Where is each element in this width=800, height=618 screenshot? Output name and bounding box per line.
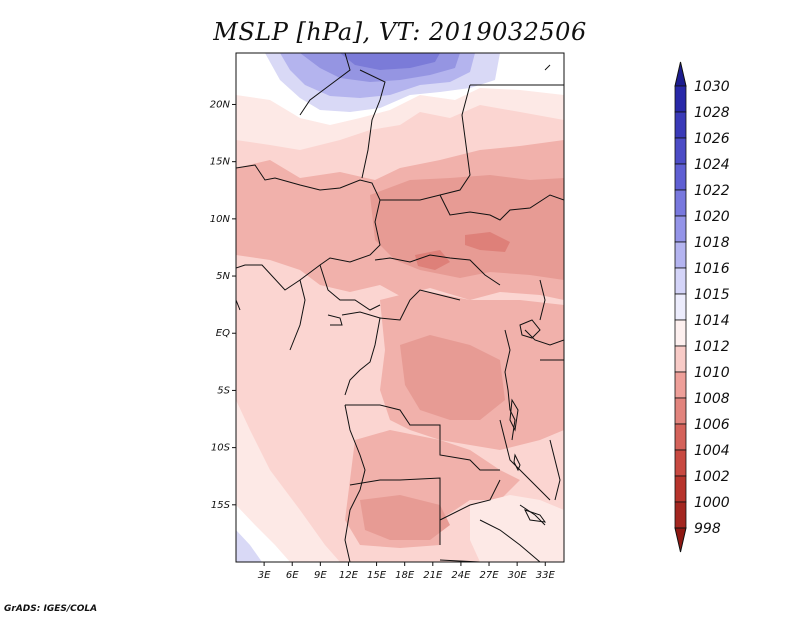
field-1014-atlantic — [236, 400, 340, 562]
colorbar-label: 998 — [694, 521, 721, 537]
lat-label: 5N — [216, 271, 230, 282]
lon-label: 15E — [367, 570, 387, 581]
lon-label: 18E — [395, 570, 415, 581]
latitude-axis: 20N 15N 10N 5N EQ 5S 10S 15S — [210, 99, 236, 511]
lon-label: 21E — [423, 570, 443, 581]
field-1006-sudan — [465, 232, 510, 252]
colorbar-label: 1028 — [694, 105, 730, 121]
colorbar-segment — [674, 371, 687, 399]
lon-label: 27E — [480, 570, 500, 581]
lat-label: 15N — [210, 157, 231, 168]
lon-label: 33E — [536, 570, 556, 581]
colorbar-label: 1024 — [694, 157, 730, 173]
colorbar-label: 1016 — [694, 261, 730, 277]
colorbar-label: 1022 — [694, 183, 730, 199]
grads-credit: GrADS: IGES/COLA — [4, 604, 98, 614]
colorbar-label: 1006 — [694, 417, 730, 433]
colorbar-segment — [674, 501, 687, 529]
colorbar-segment — [674, 215, 687, 243]
lat-label: 20N — [210, 99, 231, 110]
colorbar-segment — [674, 475, 687, 503]
colorbar-label: 1004 — [694, 443, 730, 459]
pressure-fill — [236, 53, 564, 562]
colorbar: 1030 1028 1026 1024 1022 1020 1018 1016 1015 1014… — [674, 61, 730, 553]
colorbar-label: 1014 — [694, 313, 730, 329]
lon-label: 30E — [508, 570, 528, 581]
colorbar-segment — [674, 85, 687, 113]
colorbar-top-arrow — [674, 61, 687, 87]
lakes — [509, 319, 547, 523]
colorbar-label: 1002 — [694, 469, 730, 485]
colorbar-segment — [674, 345, 687, 373]
colorbar-label: 1018 — [694, 235, 730, 251]
field-1018-southwest — [236, 530, 262, 562]
colorbar-segment — [674, 241, 687, 269]
colorbar-segment — [674, 397, 687, 425]
map-title: MSLP [hPa], VT: 2019032506 — [213, 18, 587, 46]
field-1006-chad — [415, 250, 450, 270]
colorbar-segment — [674, 163, 687, 191]
colorbar-segment — [674, 449, 687, 477]
colorbar-bottom-arrow — [674, 527, 687, 553]
field-1014-southeast — [470, 495, 564, 562]
colorbar-label: 1012 — [694, 339, 730, 355]
colorbar-segment — [674, 319, 687, 347]
map-frame — [235, 52, 565, 563]
lon-label: 12E — [339, 570, 359, 581]
colorbar-label: 1030 — [694, 79, 730, 95]
colorbar-segment — [674, 267, 687, 295]
country-borders — [236, 53, 564, 562]
lat-label: 5S — [217, 385, 230, 396]
colorbar-segment — [674, 293, 687, 321]
colorbar-label: 1020 — [694, 209, 730, 225]
colorbar-label: 1010 — [694, 365, 730, 381]
field-1008-north — [370, 175, 564, 280]
lat-label: 15S — [211, 500, 231, 511]
lon-label: 24E — [451, 570, 471, 581]
colorbar-label: 1000 — [694, 495, 730, 511]
longitude-axis: 3E 6E 9E 12E 15E 18E 21E 24E 27E 30E 33E — [258, 562, 556, 581]
lon-label: 6E — [286, 570, 299, 581]
field-1008-central — [400, 335, 505, 420]
lat-label: 10N — [210, 214, 231, 225]
colorbar-label: 1015 — [694, 287, 730, 303]
colorbar-segment — [674, 111, 687, 139]
colorbar-segment — [674, 423, 687, 451]
lon-label: 3E — [258, 570, 271, 581]
colorbar-segment — [674, 137, 687, 165]
lon-label: 9E — [314, 570, 327, 581]
lat-label: EQ — [216, 328, 230, 339]
field-1008-south — [360, 495, 450, 540]
colorbar-segment — [674, 189, 687, 217]
colorbar-label: 1026 — [694, 131, 730, 147]
colorbar-label: 1008 — [694, 391, 730, 407]
field-1024 — [340, 53, 440, 70]
lat-label: 10S — [211, 443, 231, 454]
